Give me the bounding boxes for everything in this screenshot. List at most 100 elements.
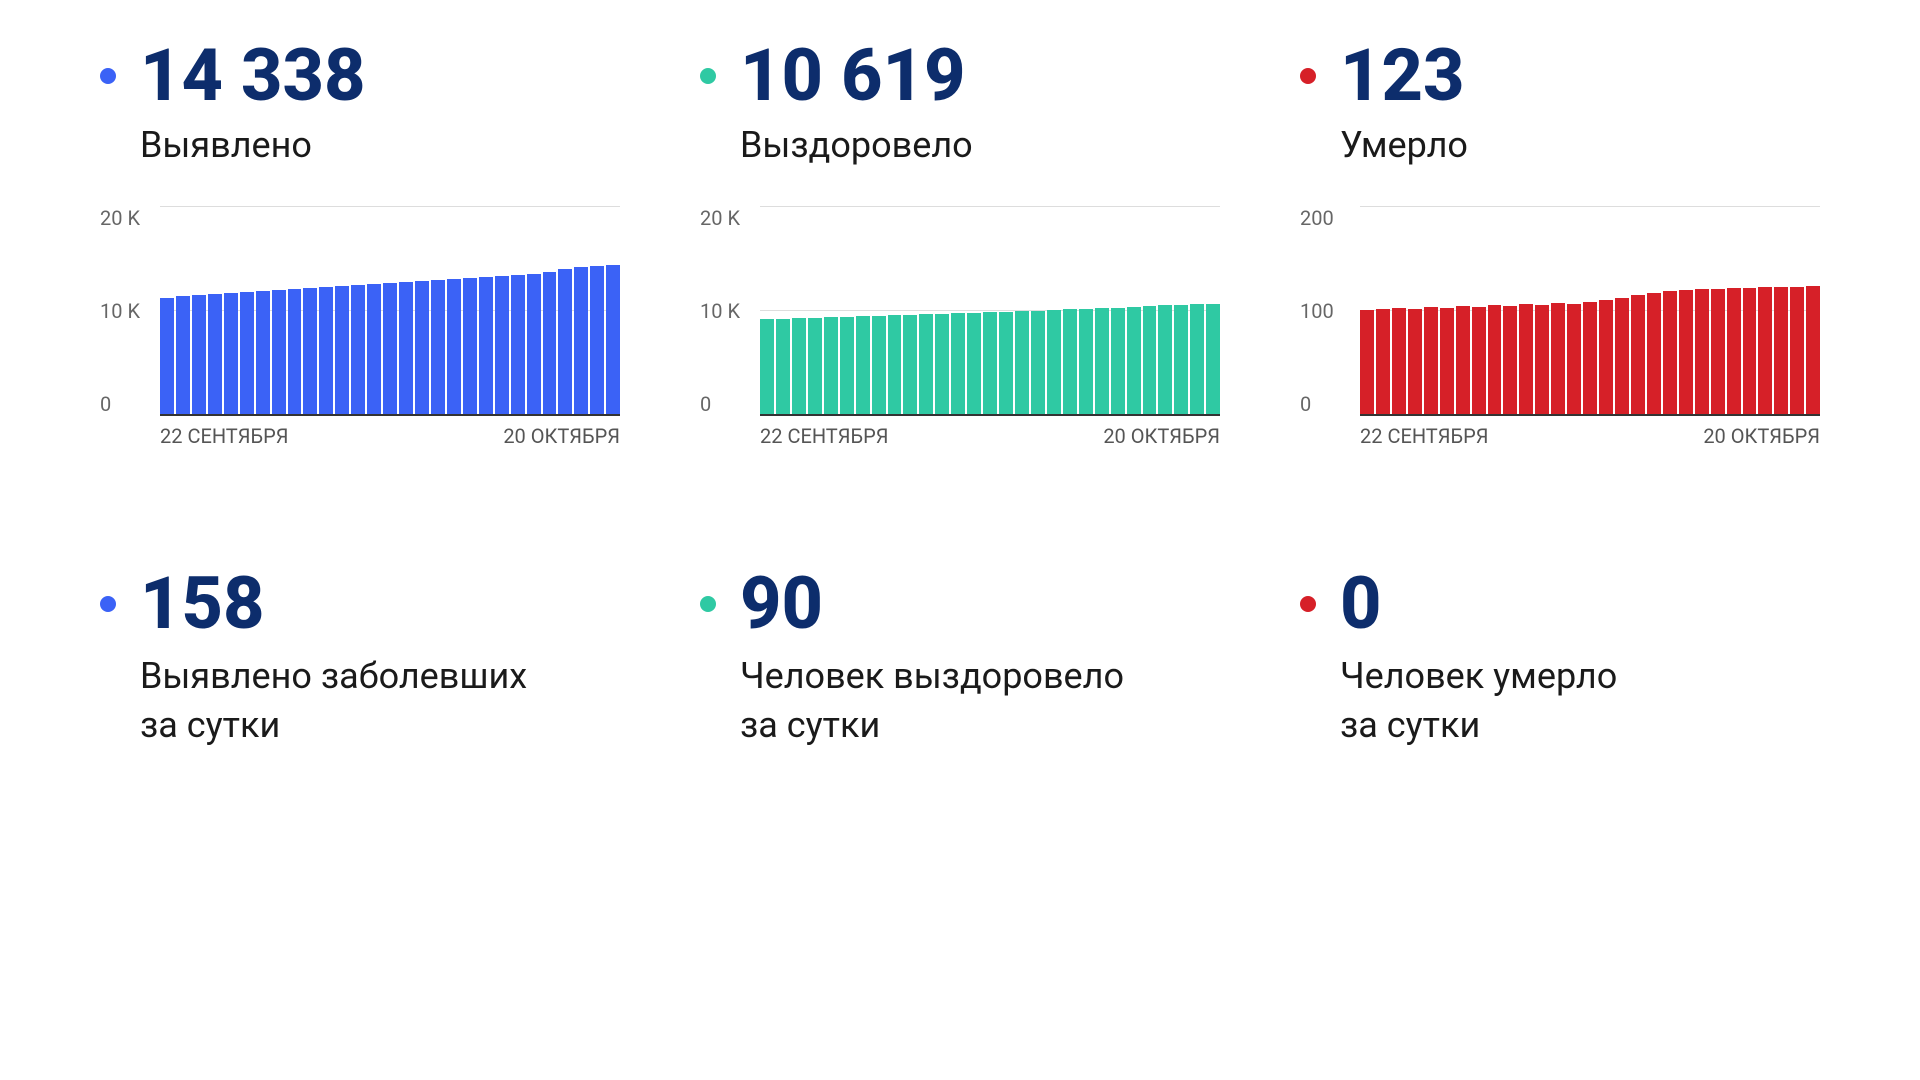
bar — [415, 281, 429, 414]
bar — [590, 266, 604, 414]
y-tick: 0 — [1300, 392, 1350, 416]
bar — [1727, 288, 1741, 414]
bar — [224, 293, 238, 414]
bar — [1360, 310, 1374, 414]
bar — [824, 317, 838, 414]
bar — [351, 285, 365, 414]
stat-card-recovered-daily: 90 Человек выздоровелоза сутки — [700, 568, 1220, 749]
y-tick: 10 K — [700, 299, 750, 323]
stat-value: 14 338 — [140, 40, 366, 112]
bar — [558, 269, 572, 414]
bar — [527, 274, 541, 414]
y-tick: 0 — [100, 392, 150, 416]
x-axis: 22 СЕНТЯБРЯ20 ОКТЯБРЯ — [1360, 424, 1820, 448]
bar — [1535, 305, 1549, 414]
bar — [760, 319, 774, 414]
stat-value: 90 — [740, 568, 823, 640]
bar — [792, 318, 806, 414]
bar — [967, 313, 981, 414]
bar — [335, 286, 349, 414]
bar — [383, 283, 397, 414]
bar — [1790, 287, 1804, 414]
bar — [1711, 289, 1725, 414]
bar — [367, 284, 381, 414]
bar — [1695, 289, 1709, 414]
bar — [1583, 302, 1597, 414]
y-tick: 100 — [1300, 299, 1350, 323]
dot-icon — [700, 68, 716, 84]
stat-label: Выявлено — [140, 124, 620, 166]
stat-label: Человек выздоровелоза сутки — [740, 652, 1220, 749]
bar — [1174, 305, 1188, 414]
chart-deaths: 200 100 0 22 СЕНТЯБРЯ20 ОКТЯБРЯ — [1300, 206, 1820, 448]
bar — [463, 278, 477, 414]
bar — [288, 289, 302, 414]
bar — [1047, 310, 1061, 414]
x-end: 20 ОКТЯБРЯ — [503, 424, 620, 448]
stat-label: Выздоровело — [740, 124, 1220, 166]
bar — [1127, 307, 1141, 414]
bar — [1190, 304, 1204, 414]
bar — [1440, 308, 1454, 414]
dot-icon — [700, 596, 716, 612]
dot-icon — [1300, 596, 1316, 612]
bar — [1015, 311, 1029, 414]
bar — [272, 290, 286, 414]
stat-value: 158 — [140, 568, 265, 640]
stat-card-deaths: 123Умерло200100022 СЕНТЯБРЯ20 ОКТЯБРЯ — [1300, 40, 1820, 448]
y-tick: 10 K — [100, 299, 150, 323]
bars — [160, 206, 620, 414]
bar — [1424, 307, 1438, 414]
bar — [983, 312, 997, 414]
bar — [192, 295, 206, 414]
bar — [1158, 305, 1172, 414]
dot-icon — [1300, 68, 1316, 84]
bar — [1743, 288, 1757, 414]
bar — [888, 315, 902, 414]
bar — [840, 317, 854, 414]
bar — [574, 267, 588, 414]
bar — [999, 312, 1013, 414]
bar — [1376, 309, 1390, 414]
bar — [1663, 291, 1677, 414]
x-end: 20 ОКТЯБРЯ — [1103, 424, 1220, 448]
stat-value: 123 — [1340, 40, 1465, 112]
bar — [606, 265, 620, 414]
x-start: 22 СЕНТЯБРЯ — [760, 424, 888, 448]
y-tick: 0 — [700, 392, 750, 416]
y-axis: 20 K 10 K 0 — [100, 206, 150, 416]
bar — [1503, 306, 1517, 414]
bar — [160, 298, 174, 414]
y-tick: 20 K — [100, 206, 150, 230]
bar — [1774, 287, 1788, 414]
bar — [919, 314, 933, 414]
bar — [1079, 309, 1093, 414]
stat-label: Человек умерлоза сутки — [1340, 652, 1820, 749]
y-tick: 200 — [1300, 206, 1350, 230]
dot-icon — [100, 596, 116, 612]
bar — [1615, 298, 1629, 414]
x-start: 22 СЕНТЯБРЯ — [1360, 424, 1488, 448]
bar — [240, 292, 254, 414]
bar — [1111, 308, 1125, 414]
bar — [903, 315, 917, 414]
stat-card-confirmed-daily: 158Выявлено заболевшихза сутки — [100, 568, 620, 749]
x-start: 22 СЕНТЯБРЯ — [160, 424, 288, 448]
bar — [935, 314, 949, 414]
bar — [1488, 305, 1502, 414]
stat-card-recovered: 10 619Выздоровело20 K10 K022 СЕНТЯБРЯ20 … — [700, 40, 1220, 448]
bar — [1143, 306, 1157, 414]
bar — [1408, 309, 1422, 414]
chart-area — [760, 206, 1220, 416]
chart-area — [1360, 206, 1820, 416]
bar — [303, 288, 317, 414]
bar — [511, 275, 525, 414]
bar — [1567, 304, 1581, 414]
bar — [1472, 307, 1486, 414]
bar — [856, 316, 870, 414]
bar — [1031, 311, 1045, 414]
chart-recovered: 20 K 10 K 0 22 СЕНТЯБРЯ 20 ОКТЯБРЯ — [700, 206, 1220, 448]
bar — [256, 291, 270, 414]
bar — [1519, 304, 1533, 414]
y-tick: 20 K — [700, 206, 750, 230]
